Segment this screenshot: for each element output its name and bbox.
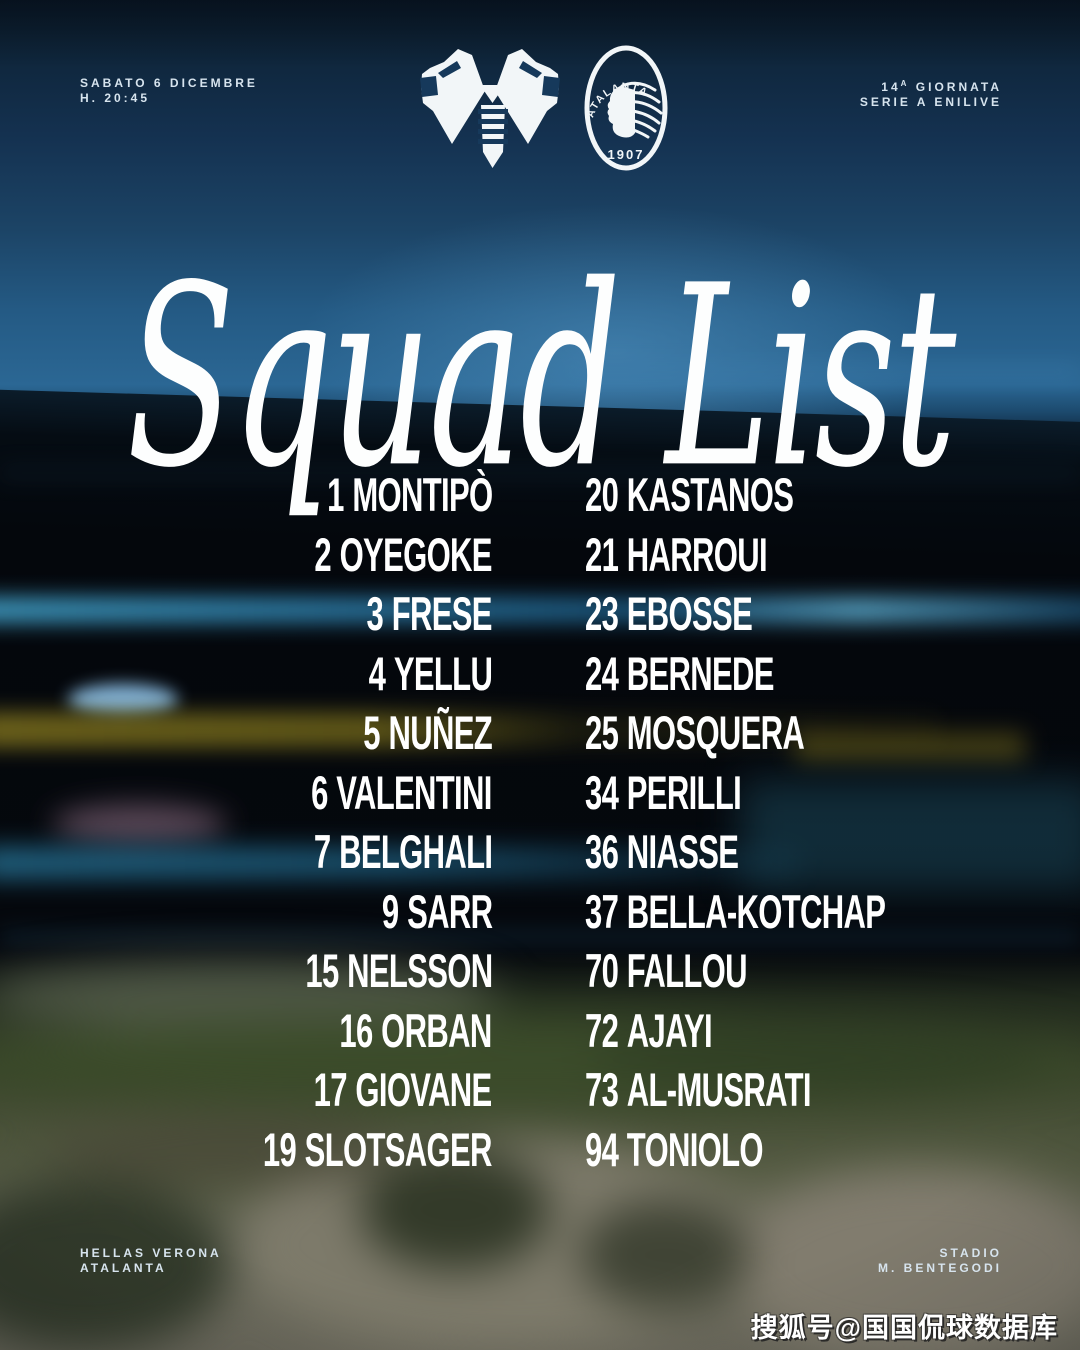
player-number: 6 [311,765,328,819]
player-number: 7 [313,825,331,878]
player-entry: 1 MONTIPÒ [145,465,493,525]
player-entry: 16 ORBAN [145,1001,493,1061]
player-name: FRESE [391,587,493,640]
player-entry: 15 NELSSON [145,941,493,1001]
player-name: NIASSE [626,825,739,878]
fixture-teams: HELLAS VERONA ATALANTA [80,1246,222,1276]
player-number: 23 [585,587,619,640]
player-entry: 72 AJAYI [585,1001,1040,1061]
hellas-verona-crest-icon [420,49,560,168]
player-name: SARR [406,884,493,938]
player-number: 4 [368,646,386,700]
match-time: H. 20:45 [80,91,151,105]
player-entry: 9 SARR [145,882,493,942]
player-number: 72 [585,1003,619,1057]
match-date: SABATO 6 DICEMBRE [80,76,258,90]
player-name: TONIOLO [626,1122,764,1176]
player-name: BELLA-KOTCHAP [626,884,886,938]
player-name: NUÑEZ [388,706,492,759]
player-name: MONTIPÒ [351,468,493,521]
atalanta-year: 1907 [608,147,645,162]
home-team-label: HELLAS VERONA [80,1246,222,1260]
player-entry: 73 AL-MUSRATI [585,1060,1040,1120]
player-entry: 4 YELLU [145,644,492,704]
player-entry: 7 BELGHALI [145,822,493,882]
player-name: SLOTSAGER [304,1122,493,1176]
player-number: 70 [585,944,619,997]
player-entry: 2 OYEGOKE [145,525,493,585]
player-name: OYEGOKE [339,527,493,581]
player-number: 19 [263,1122,297,1176]
player-entry: 5 NUÑEZ [145,703,492,763]
player-number: 17 [314,1063,348,1116]
player-entry: 70 FALLOU [585,941,1040,1001]
player-name: HARROUI [626,527,768,581]
player-number: 21 [585,527,619,581]
player-name: ORBAN [381,1003,493,1057]
atalanta-crest-icon: ATALANTA 1907 [584,45,668,171]
away-team-label: ATALANTA [80,1261,167,1275]
stadium-name: M. BENTEGODI [877,1261,1002,1275]
squad-column-right: 20 KASTANOS 21 HARROUI 23 EBOSSE 24 BERNEDE … [585,465,1040,1179]
player-entry: 23 EBOSSE [585,584,1040,644]
player-entry: 94 TONIOLO [585,1120,1040,1180]
player-name: AL-MUSRATI [626,1063,812,1116]
player-number: 73 [585,1063,619,1116]
player-number: 3 [366,587,384,640]
player-entry: 21 HARROUI [585,525,1040,585]
player-entry: 36 NIASSE [585,822,1040,882]
matchday-info: 14A GIORNATA SERIE A ENILIVE [860,76,1002,110]
squad-column-home-left: 1 MONTIPÒ 2 OYEGOKE 3 FRESE 4 YELLU 5 NUÑEZ 6… [145,465,493,1180]
league-line: SERIE A ENILIVE [859,95,1002,109]
player-name: BELGHALI [338,825,493,878]
player-number: 94 [585,1122,619,1176]
player-entry: 37 BELLA-KOTCHAP [585,882,1040,942]
match-datetime: SABATO 6 DICEMBRE H. 20:45 [80,76,258,106]
player-name: NELSSON [346,944,493,997]
player-name: VALENTINI [336,765,493,819]
player-number: 20 [585,468,619,521]
watermark: 搜狐号@国国侃球数据库 [750,1313,1058,1343]
player-entry: 34 PERILLI [585,763,1040,823]
player-entry: 17 GIOVANE [145,1060,493,1120]
player-name: BERNEDE [626,646,775,700]
player-name: YELLU [393,646,493,700]
player-name: FALLOU [626,944,748,997]
player-number: 25 [585,706,619,759]
player-number: 1 [326,468,344,521]
player-number: 37 [585,884,619,938]
player-entry: 6 VALENTINI [145,763,492,823]
player-entry: 3 FRESE [145,584,493,644]
player-number: 5 [363,706,380,759]
matchday-line: 14A GIORNATA [881,79,1002,94]
player-name: AJAYI [626,1003,713,1057]
player-name: PERILLI [626,765,742,819]
player-entry: 24 BERNEDE [585,644,1040,704]
player-entry: 20 KASTANOS [585,465,1040,525]
player-number: 34 [585,765,619,819]
player-entry: 25 MOSQUERA [585,703,1040,763]
player-number: 24 [585,646,619,700]
player-number: 2 [314,527,332,581]
player-number: 15 [304,944,339,997]
stadium-info: STADIO M. BENTEGODI [878,1246,1002,1276]
player-number: 36 [585,825,619,878]
player-number: 9 [381,884,399,938]
player-name: GIOVANE [355,1063,493,1116]
player-name: EBOSSE [626,587,753,640]
player-number: 16 [339,1003,374,1057]
player-name: KASTANOS [626,468,794,521]
player-name: MOSQUERA [626,706,805,759]
player-entry: 19 SLOTSAGER [145,1120,493,1180]
stadium-label: STADIO [939,1246,1002,1260]
